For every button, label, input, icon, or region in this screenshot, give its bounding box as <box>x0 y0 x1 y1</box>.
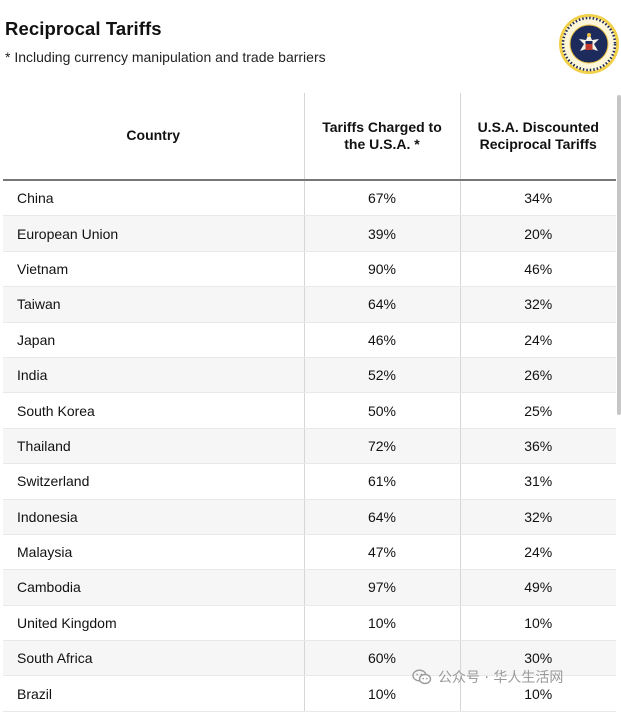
reciprocal-tariff-cell: 20% <box>459 215 616 252</box>
reciprocal-tariff-cell: 46% <box>459 251 616 288</box>
tariff-charged-cell: 67% <box>303 180 460 217</box>
table-row: South Africa 60% 30% <box>3 640 616 677</box>
country-cell: India <box>3 357 304 394</box>
tariff-charged-cell: 39% <box>303 215 460 252</box>
country-cell: European Union <box>3 215 304 252</box>
table-row: Japan 46% 24% <box>3 322 616 358</box>
tariff-charged-cell: 50% <box>303 392 460 429</box>
table-row: Switzerland 61% 31% <box>3 463 616 500</box>
table-row: Thailand 72% 36% <box>3 428 616 465</box>
tariff-charged-cell: 52% <box>303 357 460 394</box>
reciprocal-tariff-cell: 25% <box>459 392 616 429</box>
tariff-charged-cell: 61% <box>303 463 460 500</box>
column-header-tariffs-charged: Tariffs Charged to the U.S.A. * <box>303 93 460 181</box>
country-cell: Japan <box>3 322 304 358</box>
reciprocal-tariff-cell: 31% <box>459 463 616 500</box>
tariff-charged-cell: 60% <box>303 640 460 677</box>
page-subtitle: * Including currency manipulation and tr… <box>5 49 326 65</box>
reciprocal-tariff-cell: 24% <box>459 534 616 571</box>
country-cell: Brazil <box>3 675 304 712</box>
watermark: 公众号 · 华人生活网 <box>412 667 563 687</box>
country-cell: China <box>3 180 304 217</box>
country-cell: Cambodia <box>3 569 304 606</box>
tariff-charged-cell: 47% <box>303 534 460 571</box>
tariff-table-container: Country Tariffs Charged to the U.S.A. * … <box>3 93 616 712</box>
table-header-row: Country Tariffs Charged to the U.S.A. * … <box>3 93 616 181</box>
country-cell: United Kingdom <box>3 605 304 642</box>
tariff-charged-cell: 97% <box>303 569 460 606</box>
presidential-seal-icon <box>559 14 619 74</box>
country-cell: Malaysia <box>3 534 304 571</box>
reciprocal-tariff-cell: 10% <box>459 605 616 642</box>
tariff-charged-cell: 90% <box>303 251 460 288</box>
tariff-charged-cell: 64% <box>303 499 460 535</box>
table-row: China 67% 34% <box>3 180 616 217</box>
wechat-icon <box>412 669 432 685</box>
reciprocal-tariff-cell: 26% <box>459 357 616 394</box>
table-row: United Kingdom 10% 10% <box>3 605 616 642</box>
reciprocal-tariff-cell: 34% <box>459 180 616 217</box>
tariff-table: Country Tariffs Charged to the U.S.A. * … <box>3 93 616 712</box>
tariff-charged-cell: 72% <box>303 428 460 465</box>
reciprocal-tariff-cell: 32% <box>459 499 616 535</box>
reciprocal-tariff-cell: 24% <box>459 322 616 358</box>
reciprocal-tariff-cell: 36% <box>459 428 616 465</box>
country-cell: Indonesia <box>3 499 304 535</box>
column-header-reciprocal-tariffs: U.S.A. Discounted Reciprocal Tariffs <box>459 93 616 181</box>
reciprocal-tariff-cell: 32% <box>459 286 616 323</box>
table-row: European Union 39% 20% <box>3 215 616 252</box>
table-row: Malaysia 47% 24% <box>3 534 616 571</box>
country-cell: Taiwan <box>3 286 304 323</box>
column-header-country: Country <box>3 93 304 181</box>
table-row: South Korea 50% 25% <box>3 392 616 429</box>
tariff-charged-cell: 46% <box>303 322 460 358</box>
table-row: India 52% 26% <box>3 357 616 394</box>
page-title: Reciprocal Tariffs <box>5 18 162 39</box>
country-cell: Vietnam <box>3 251 304 288</box>
scrollbar[interactable] <box>617 95 621 415</box>
table-row: Taiwan 64% 32% <box>3 286 616 323</box>
country-cell: South Africa <box>3 640 304 677</box>
reciprocal-tariff-cell: 49% <box>459 569 616 606</box>
tariff-charged-cell: 10% <box>303 605 460 642</box>
country-cell: South Korea <box>3 392 304 429</box>
country-cell: Thailand <box>3 428 304 465</box>
table-row: Indonesia 64% 32% <box>3 499 616 535</box>
tariff-charged-cell: 64% <box>303 286 460 323</box>
table-row: Cambodia 97% 49% <box>3 569 616 606</box>
table-row: Vietnam 90% 46% <box>3 251 616 288</box>
reciprocal-tariff-cell: 30% <box>459 640 616 677</box>
watermark-text: 公众号 · 华人生活网 <box>438 670 564 686</box>
country-cell: Switzerland <box>3 463 304 500</box>
